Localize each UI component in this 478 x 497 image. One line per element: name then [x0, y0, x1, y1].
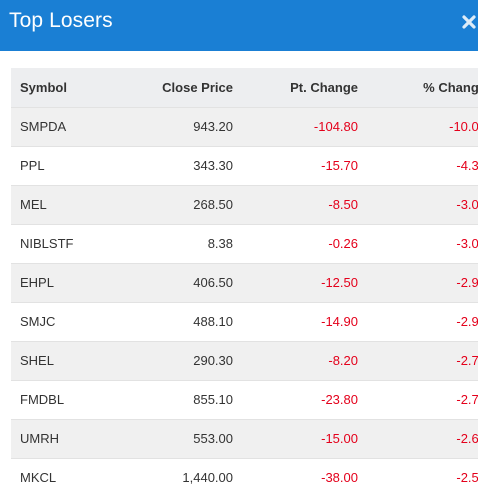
cell-pt-change: -8.20 — [328, 353, 358, 368]
table-row[interactable]: MKCL 1,440.00 -38.00 -2.57 — [11, 458, 478, 497]
cell-symbol: EHPL — [20, 275, 54, 290]
cell-symbol: SHEL — [20, 353, 54, 368]
cell-symbol: MEL — [20, 197, 47, 212]
table-row[interactable]: UMRH 553.00 -15.00 -2.64 — [11, 419, 478, 458]
cell-pct-change: -2.75 — [456, 353, 478, 368]
cell-pt-change: -104.80 — [313, 119, 358, 134]
table-row[interactable]: PPL 343.30 -15.70 -4.37 — [11, 146, 478, 185]
top-losers-table: Symbol Close Price Pt. Change % Change S… — [11, 68, 478, 497]
cell-pct-change: -2.96 — [456, 314, 478, 329]
cell-close-price: 553.00 — [193, 431, 233, 446]
table-row[interactable]: SMPDA 943.20 -104.80 -10.00 — [11, 107, 478, 146]
table-row[interactable]: SMJC 488.10 -14.90 -2.96 — [11, 302, 478, 341]
cell-pct-change: -4.37 — [456, 158, 478, 173]
cell-close-price: 290.30 — [193, 353, 233, 368]
table-row[interactable]: SHEL 290.30 -8.20 -2.75 — [11, 341, 478, 380]
cell-pt-change: -15.00 — [321, 431, 358, 446]
cell-close-price: 488.10 — [193, 314, 233, 329]
cell-symbol: SMJC — [20, 314, 56, 329]
cell-pt-change: -14.90 — [321, 314, 358, 329]
cell-pt-change: -8.50 — [328, 197, 358, 212]
dialog-title: Top Losers — [9, 9, 113, 32]
cell-pct-change: -2.98 — [456, 275, 478, 290]
cell-pt-change: -0.26 — [328, 236, 358, 251]
close-icon[interactable] — [461, 14, 477, 30]
table-header-row: Symbol Close Price Pt. Change % Change — [11, 68, 478, 107]
cell-close-price: 268.50 — [193, 197, 233, 212]
cell-symbol: NIBLSTF — [20, 236, 74, 251]
cell-close-price: 943.20 — [193, 119, 233, 134]
dialog-body: Symbol Close Price Pt. Change % Change S… — [0, 51, 478, 497]
cell-symbol: UMRH — [20, 431, 59, 446]
column-header-symbol[interactable]: Symbol — [20, 79, 67, 95]
cell-pct-change: -2.71 — [456, 392, 478, 407]
cell-close-price: 855.10 — [193, 392, 233, 407]
cell-close-price: 343.30 — [193, 158, 233, 173]
column-header-pt-change[interactable]: Pt. Change — [290, 79, 358, 95]
table-row[interactable]: NIBLSTF 8.38 -0.26 -3.01 — [11, 224, 478, 263]
cell-pct-change: -2.57 — [456, 470, 478, 486]
cell-close-price: 406.50 — [193, 275, 233, 290]
cell-pct-change: -2.64 — [456, 431, 478, 446]
cell-close-price: 1,440.00 — [182, 470, 233, 486]
cell-symbol: MKCL — [20, 470, 57, 486]
cell-symbol: SMPDA — [20, 119, 67, 134]
top-losers-table-container: Symbol Close Price Pt. Change % Change S… — [11, 68, 478, 497]
table-row[interactable]: MEL 268.50 -8.50 -3.07 — [11, 185, 478, 224]
cell-pt-change: -12.50 — [321, 275, 358, 290]
table-row[interactable]: EHPL 406.50 -12.50 -2.98 — [11, 263, 478, 302]
table-row[interactable]: FMDBL 855.10 -23.80 -2.71 — [11, 380, 478, 419]
cell-pct-change: -3.01 — [456, 236, 478, 251]
column-header-close-price[interactable]: Close Price — [162, 79, 233, 95]
cell-pt-change: -23.80 — [321, 392, 358, 407]
cell-pct-change: -10.00 — [449, 119, 478, 134]
cell-close-price: 8.38 — [207, 236, 233, 251]
dialog-header: Top Losers — [0, 0, 478, 51]
cell-pt-change: -15.70 — [321, 158, 358, 173]
cell-pct-change: -3.07 — [456, 197, 478, 212]
cell-symbol: PPL — [20, 158, 45, 173]
column-header-pct-change[interactable]: % Change — [423, 79, 478, 95]
cell-pt-change: -38.00 — [321, 470, 358, 486]
cell-symbol: FMDBL — [20, 392, 65, 407]
